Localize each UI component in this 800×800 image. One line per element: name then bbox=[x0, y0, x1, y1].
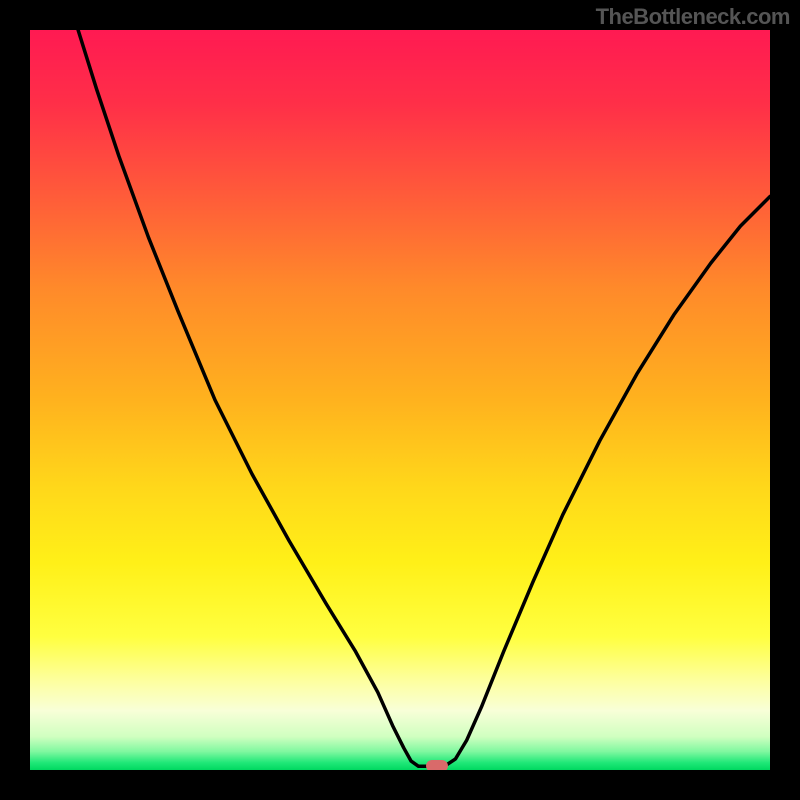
plot-area bbox=[30, 30, 770, 770]
bottleneck-curve bbox=[30, 30, 770, 770]
watermark-text: TheBottleneck.com bbox=[596, 4, 790, 30]
optimal-point-marker bbox=[426, 760, 448, 770]
chart-container: TheBottleneck.com bbox=[0, 0, 800, 800]
